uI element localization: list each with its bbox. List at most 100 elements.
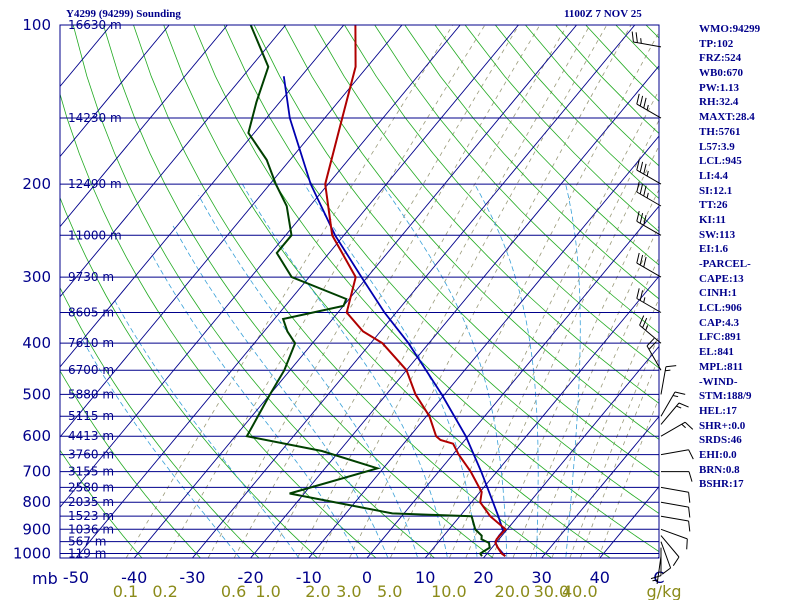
pressure-label: 600 xyxy=(22,427,51,445)
height-label: 12490 m xyxy=(68,177,122,191)
mixing-ratio-line xyxy=(349,25,632,558)
stat-item: MAXT:28.4 xyxy=(699,111,755,124)
observation-time: 1100Z 7 NOV 25 xyxy=(564,8,642,20)
height-label: 6700 m xyxy=(68,363,114,377)
mixing-ratio-line xyxy=(207,25,520,558)
wind-barb xyxy=(660,501,691,518)
height-label: 567 m xyxy=(68,535,106,549)
mixing-ratio-line xyxy=(598,396,659,558)
temp-tick-label: -50 xyxy=(63,568,89,587)
mixing-ratio-line xyxy=(165,25,486,558)
height-label: 3760 m xyxy=(68,448,114,462)
stat-item: MPL:811 xyxy=(699,360,743,373)
stat-item: BSHR:17 xyxy=(699,478,744,491)
dry-adiabat-line xyxy=(283,25,659,440)
height-label: 16630 m xyxy=(68,18,122,32)
wind-barb xyxy=(660,402,689,425)
pressure-unit-label: mb xyxy=(32,569,58,588)
wind-barb xyxy=(636,210,662,236)
temp-tick-label: 10 xyxy=(415,568,435,587)
mixing-ratio-line xyxy=(296,25,591,558)
stat-item: CAP:4.3 xyxy=(699,316,740,329)
isotherm-line xyxy=(0,25,53,565)
temperature-trace xyxy=(324,25,507,557)
wind-barb xyxy=(660,541,672,575)
dry-adiabat-line xyxy=(193,25,659,553)
mixing-ratio-tick-label: 0.6 xyxy=(221,582,246,600)
dry-adiabat-line xyxy=(585,25,659,102)
moist-adiabat-line xyxy=(565,184,581,558)
mixing-ratio-tick-label: 5.0 xyxy=(377,582,402,600)
isotherm-line xyxy=(482,345,659,558)
wind-barb xyxy=(660,421,694,437)
pressure-label: 100 xyxy=(22,16,51,34)
wind-barb xyxy=(650,547,662,580)
mixing-ratio-unit-label: g/kg xyxy=(647,582,682,600)
dry-adiabat-line xyxy=(404,25,659,300)
dry-adiabat-line xyxy=(60,449,143,558)
wind-barb xyxy=(660,449,694,460)
dry-adiabat-line xyxy=(60,286,260,558)
stat-item: SW:113 xyxy=(699,228,736,241)
isotherm-line xyxy=(599,485,659,558)
temp-tick-label: -30 xyxy=(179,568,205,587)
height-label: 1036 m xyxy=(68,522,114,536)
temp-unit-label: C xyxy=(653,568,664,587)
mixing-ratio-tick-label: 0.2 xyxy=(152,582,177,600)
dry-adiabat-line xyxy=(555,25,659,134)
isotherm-line xyxy=(541,415,659,558)
isotherm-line xyxy=(308,135,659,558)
moist-adiabat-line xyxy=(172,225,389,558)
stat-item: -WIND- xyxy=(699,375,738,388)
stat-item: CINH:1 xyxy=(699,287,737,300)
mixing-ratio-tick-label: 40.0 xyxy=(562,582,598,600)
mixing-ratio-tick-label: 0.1 xyxy=(113,582,138,600)
temp-tick-label: 20 xyxy=(473,568,493,587)
dry-adiabat-line xyxy=(72,25,436,558)
moist-adiabat-line xyxy=(80,337,241,558)
stat-item: EI:1.6 xyxy=(699,243,729,256)
wind-barb xyxy=(660,535,680,566)
stat-item: LCL:945 xyxy=(699,155,742,168)
height-label: 9730 m xyxy=(68,270,114,284)
mixing-ratio-tick-label: 1.0 xyxy=(255,582,280,600)
dewpoint-trace xyxy=(245,25,491,557)
plot-area xyxy=(0,25,659,565)
wind-barb xyxy=(631,31,662,48)
height-label: 7610 m xyxy=(68,336,114,350)
temp-tick-label: -40 xyxy=(121,568,147,587)
pressure-label: 500 xyxy=(22,385,51,403)
pressure-label: 700 xyxy=(22,463,51,481)
mixing-ratio-line xyxy=(529,256,659,558)
stat-item: SHR+:0.0 xyxy=(699,419,746,432)
stat-item: RH:32.4 xyxy=(699,96,739,109)
dry-adiabat-line xyxy=(223,25,659,514)
isotherm-line xyxy=(133,25,577,558)
stat-item: TT:26 xyxy=(699,199,728,212)
stat-item: LFC:891 xyxy=(699,331,742,344)
mixing-ratio-line xyxy=(579,356,659,558)
stat-item: WB0:670 xyxy=(699,67,743,80)
stat-item: BRN:0.8 xyxy=(699,463,740,476)
mixing-ratio-tick-label: 20.0 xyxy=(495,582,531,600)
temp-tick-label: -10 xyxy=(296,568,322,587)
stat-item: SRDS:46 xyxy=(699,434,742,447)
moist-adiabat-line xyxy=(381,183,508,558)
wind-barb xyxy=(636,252,662,278)
mixing-ratio-tick-label: 3.0 xyxy=(336,582,361,600)
stat-item: PW:1.13 xyxy=(699,81,740,94)
pressure-label: 400 xyxy=(22,334,51,352)
plot-frame xyxy=(59,24,660,559)
mixing-ratio-line xyxy=(448,119,659,558)
dry-adiabat-line xyxy=(103,25,494,558)
stat-item: CAPE:13 xyxy=(699,272,744,285)
isotherm-line xyxy=(366,205,659,558)
mixing-ratio-line xyxy=(233,25,541,558)
wind-barb xyxy=(636,288,662,313)
temp-tick-label: -20 xyxy=(238,568,264,587)
stat-item: TH:5761 xyxy=(699,125,741,138)
stat-item: -PARCEL- xyxy=(699,258,751,270)
height-label: 5880 m xyxy=(68,387,114,401)
pressure-label: 900 xyxy=(22,520,51,538)
moist-adiabat-line xyxy=(303,183,478,558)
